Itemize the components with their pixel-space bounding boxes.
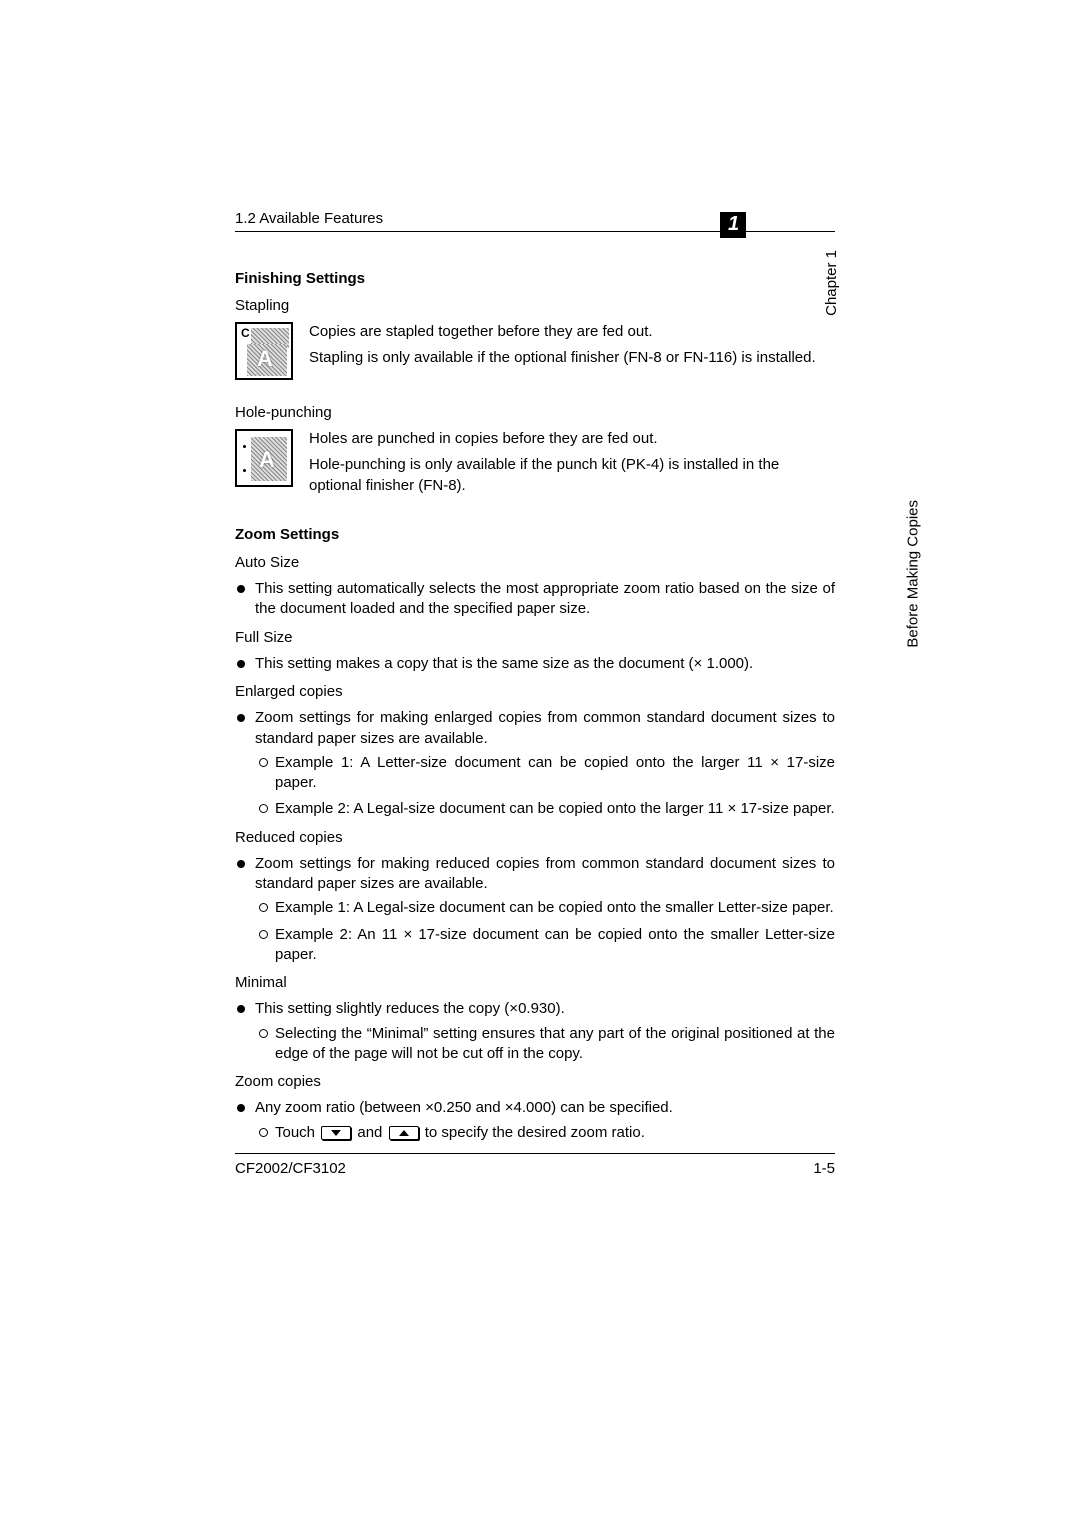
auto-b1: This setting automatically selects the m…	[255, 579, 835, 620]
reduced-sub: Example 1: A Legal-size document can be …	[255, 898, 835, 965]
enlarged-e1: Example 1: A Letter-size document can be…	[275, 753, 835, 794]
minimal-label: Minimal	[235, 973, 835, 993]
reduced-list: Zoom settings for making reduced copies …	[235, 854, 835, 965]
minimal-s1: Selecting the “Minimal” setting ensures …	[275, 1024, 835, 1065]
finishing-title: Finishing Settings	[235, 270, 835, 287]
enlarged-label: Enlarged copies	[235, 682, 835, 702]
footer-model: CF2002/CF3102	[235, 1160, 346, 1177]
zoomcopies-b1: Any zoom ratio (between ×0.250 and ×4.00…	[255, 1098, 835, 1143]
page-content: 1.2 Available Features Finishing Setting…	[235, 210, 835, 1177]
up-button-icon[interactable]	[389, 1126, 419, 1140]
enlarged-b1: Zoom settings for making enlarged copies…	[255, 708, 835, 819]
stapling-p1: Copies are stapled together before they …	[309, 322, 816, 342]
reduced-e2: Example 2: An 11 × 17-size document can …	[275, 925, 835, 966]
minimal-list: This setting slightly reduces the copy (…	[235, 999, 835, 1064]
reduced-label: Reduced copies	[235, 828, 835, 848]
holepunch-p1: Holes are punched in copies before they …	[309, 429, 835, 449]
stapling-p2: Stapling is only available if the option…	[309, 348, 816, 368]
section-header: 1.2 Available Features	[235, 210, 835, 232]
minimal-sub: Selecting the “Minimal” setting ensures …	[255, 1024, 835, 1065]
zoomcopies-sub: Touch and to specify the desired zoom ra…	[255, 1123, 835, 1143]
stapling-block: C A Copies are stapled together before t…	[235, 322, 835, 380]
holepunch-desc: Holes are punched in copies before they …	[309, 429, 835, 502]
holepunch-block: A Holes are punched in copies before the…	[235, 429, 835, 502]
holepunch-p2: Hole-punching is only available if the p…	[309, 455, 835, 496]
reduced-e1: Example 1: A Legal-size document can be …	[275, 898, 835, 918]
minimal-b1: This setting slightly reduces the copy (…	[255, 999, 835, 1064]
full-label: Full Size	[235, 628, 835, 648]
stapling-icon: C A	[235, 322, 293, 380]
icon-letter-a: A	[259, 447, 275, 473]
auto-label: Auto Size	[235, 553, 835, 573]
full-b1: This setting makes a copy that is the sa…	[255, 654, 835, 674]
enlarged-sub: Example 1: A Letter-size document can be…	[255, 753, 835, 820]
down-button-icon[interactable]	[321, 1126, 351, 1140]
zoomcopies-list: Any zoom ratio (between ×0.250 and ×4.00…	[235, 1098, 835, 1143]
icon-letter-c: C	[241, 326, 250, 340]
zoom-title: Zoom Settings	[235, 526, 835, 543]
enlarged-list: Zoom settings for making enlarged copies…	[235, 708, 835, 819]
reduced-b1: Zoom settings for making reduced copies …	[255, 854, 835, 965]
enlarged-e2: Example 2: A Legal-size document can be …	[275, 799, 835, 819]
holepunch-label: Hole-punching	[235, 404, 835, 421]
page-footer: CF2002/CF3102 1-5	[235, 1153, 835, 1177]
auto-list: This setting automatically selects the m…	[235, 579, 835, 620]
icon-letter-a: A	[257, 346, 273, 372]
stapling-label: Stapling	[235, 297, 835, 314]
side-label-subject: Before Making Copies	[905, 500, 922, 648]
full-list: This setting makes a copy that is the sa…	[235, 654, 835, 674]
zoomcopies-label: Zoom copies	[235, 1072, 835, 1092]
footer-page: 1-5	[813, 1160, 835, 1177]
zoomcopies-s1: Touch and to specify the desired zoom ra…	[275, 1123, 835, 1143]
stapling-desc: Copies are stapled together before they …	[309, 322, 816, 380]
holepunch-icon: A	[235, 429, 293, 487]
